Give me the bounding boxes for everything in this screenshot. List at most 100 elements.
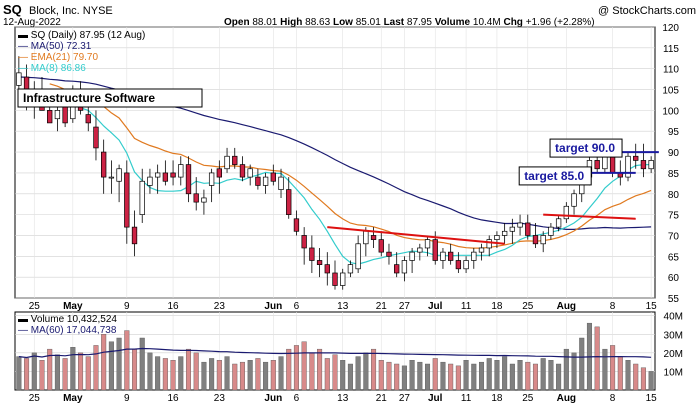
volume-bar [347,363,353,391]
price-tick-label: 65 [668,252,680,263]
candle [378,231,384,257]
x-tick-label: 11 [461,393,472,404]
candle [224,147,230,173]
svg-text:— MA(60) 17,044,738: — MA(60) 17,044,738 [18,325,117,336]
candle [286,177,292,219]
candle [278,168,284,198]
volume-bar [70,347,76,391]
svg-text:Infrastructure Software: Infrastructure Software [23,91,155,105]
x-tick-label: 18 [491,393,503,404]
target-90-annotation: target 90.0 [549,138,623,158]
candle [540,231,546,253]
candle [394,252,400,278]
volume-bar [286,348,292,391]
candle [332,260,338,290]
candle [447,243,454,265]
x-tick-label: 21 [376,393,388,404]
price-tick-label: 80 [668,190,680,201]
candle [170,160,176,186]
x-tick-label: Jul [428,301,443,312]
volume-bar [317,348,323,391]
volume-bar [124,330,130,391]
candle [648,156,654,173]
candle [324,252,330,286]
price-tick-label: 115 [663,44,679,55]
x-tick-label: May [63,393,83,404]
candle [255,168,261,190]
price-legend: ▬ SQ (Daily) 87.95 (12 Aug)— MA(50) 72.3… [18,30,145,74]
volume-bar [47,348,53,391]
volume-bar [386,361,392,391]
price-tick-label: 55 [668,294,680,305]
volume-bar [209,358,215,391]
candle [347,260,354,278]
x-tick-label: 6 [294,393,300,404]
volume-legend: ▬ Volume 10,432,524— MA(60) 17,044,738 [18,314,117,336]
volume-bar [332,354,338,391]
candle [509,218,516,244]
candle [232,147,238,169]
price-tick-label: 110 [663,65,679,76]
volume-ma60-line [18,347,652,359]
volume-bar [301,341,307,391]
volume-bar [170,360,176,391]
candle [85,106,91,132]
x-tick-label: 8 [610,301,616,312]
candle [185,156,192,203]
volume-bar [24,358,30,391]
volume-bar [155,356,161,391]
volume-bar [494,360,500,391]
price-tick-label: 120 [662,23,679,34]
x-tick-label: 23 [214,393,226,404]
candle [293,210,300,236]
x-tick-label: 27 [399,301,411,312]
candle [401,256,408,282]
x-tick-label: 15 [646,301,658,312]
svg-text:target 90.0: target 90.0 [555,141,615,155]
volume-bar [417,361,423,391]
watermark: @ StockCharts.com [598,5,696,17]
candle [440,247,446,269]
volume-bar [525,361,531,391]
svg-text:▬ SQ (Daily) 87.95 (12 Aug): ▬ SQ (Daily) 87.95 (12 Aug) [18,30,145,41]
volume-bar [78,352,84,391]
x-tick-label: 9 [124,393,130,404]
candle [116,164,122,203]
candle [131,210,138,257]
candle [270,164,276,186]
volume-bar [594,326,600,391]
candle [563,202,569,223]
candle [571,189,577,215]
x-tick-label: 13 [337,301,349,312]
volume-bar [162,358,168,391]
symbol-label: SQ [3,2,22,17]
volume-bar [394,363,400,391]
x-tick-label: 27 [399,393,411,404]
volume-bar [478,361,485,391]
volume-bar [455,365,461,391]
candle [139,168,145,223]
volume-bar [31,352,37,391]
x-tick-label: 25 [29,393,41,404]
candle [455,252,462,273]
candle [478,243,485,261]
svg-text:— EMA(21) 79.70: — EMA(21) 79.70 [18,52,98,63]
volume-bar [293,345,299,391]
volume-bar [432,358,438,391]
volume-bar [132,348,138,391]
volume-bar [309,352,315,391]
volume-bar [108,341,114,391]
volume-bar [486,358,492,391]
volume-bar [471,363,477,391]
volume-bar [247,360,253,391]
candle [471,247,477,269]
volume-bar [502,356,508,391]
candle [178,156,184,186]
candle [640,143,647,178]
x-tick-label: Aug [557,301,576,312]
volume-bar [463,360,469,391]
volume-bar [425,363,431,391]
candle [494,231,500,248]
candle [633,143,639,169]
